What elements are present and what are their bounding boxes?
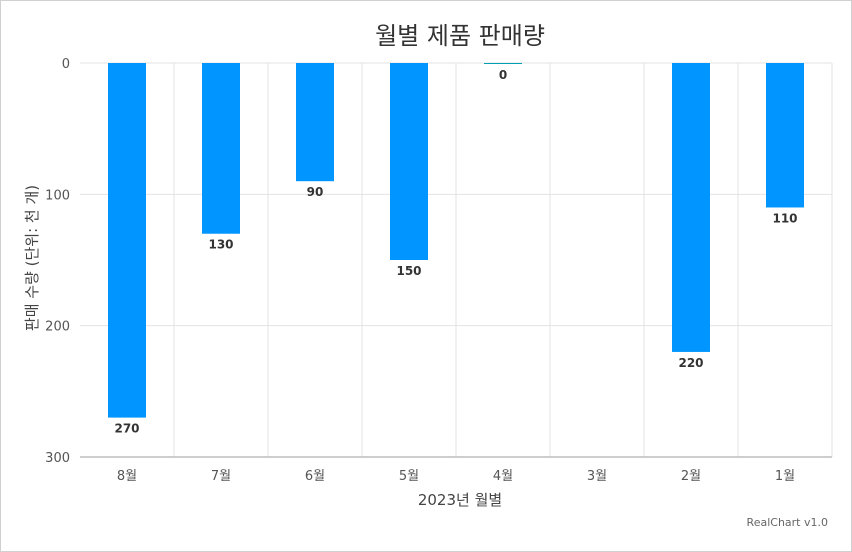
x-tick-label: 5월 [399, 469, 419, 484]
y-tick-label: 0 [62, 57, 70, 72]
bars: 270 130 90 150 0 220 110 [108, 63, 804, 436]
x-tick-label: 7월 [211, 469, 231, 484]
y-axis-ticks: 0 100 200 300 [45, 57, 70, 466]
credit-text: RealChart v1.0 [747, 516, 828, 529]
bar[interactable] [390, 63, 428, 260]
y-axis-label: 판매 수량 (단위: 천 개) [23, 185, 41, 331]
bar-data-label: 90 [307, 185, 324, 199]
bar[interactable] [672, 63, 710, 352]
x-axis-ticks: 8월 7월 6월 5월 4월 3월 2월 1월 [117, 469, 795, 484]
x-axis-label: 2023년 월별 [418, 491, 502, 509]
bar-data-label: 220 [678, 356, 703, 370]
x-tick-label: 6월 [305, 469, 325, 484]
bar[interactable] [484, 63, 522, 64]
y-tick-label: 200 [45, 320, 70, 335]
x-tick-label: 2월 [681, 469, 701, 484]
y-tick-label: 100 [45, 188, 70, 203]
x-tick-label: 1월 [775, 469, 795, 484]
bar-data-label: 130 [208, 238, 233, 252]
x-tick-label: 8월 [117, 469, 137, 484]
bar[interactable] [766, 63, 804, 208]
bar[interactable] [296, 63, 334, 182]
bar-data-label: 110 [772, 211, 797, 225]
x-tick-label: 3월 [587, 469, 607, 484]
bar[interactable] [108, 63, 146, 418]
bar-data-label: 0 [499, 68, 507, 82]
chart-title: 월별 제품 판매량 [375, 22, 545, 50]
bar[interactable] [202, 63, 240, 234]
bar-data-label: 270 [114, 422, 139, 436]
grid [80, 62, 833, 458]
bar-data-label: 150 [396, 264, 421, 278]
y-tick-label: 300 [45, 451, 70, 466]
x-tick-label: 4월 [493, 469, 513, 484]
